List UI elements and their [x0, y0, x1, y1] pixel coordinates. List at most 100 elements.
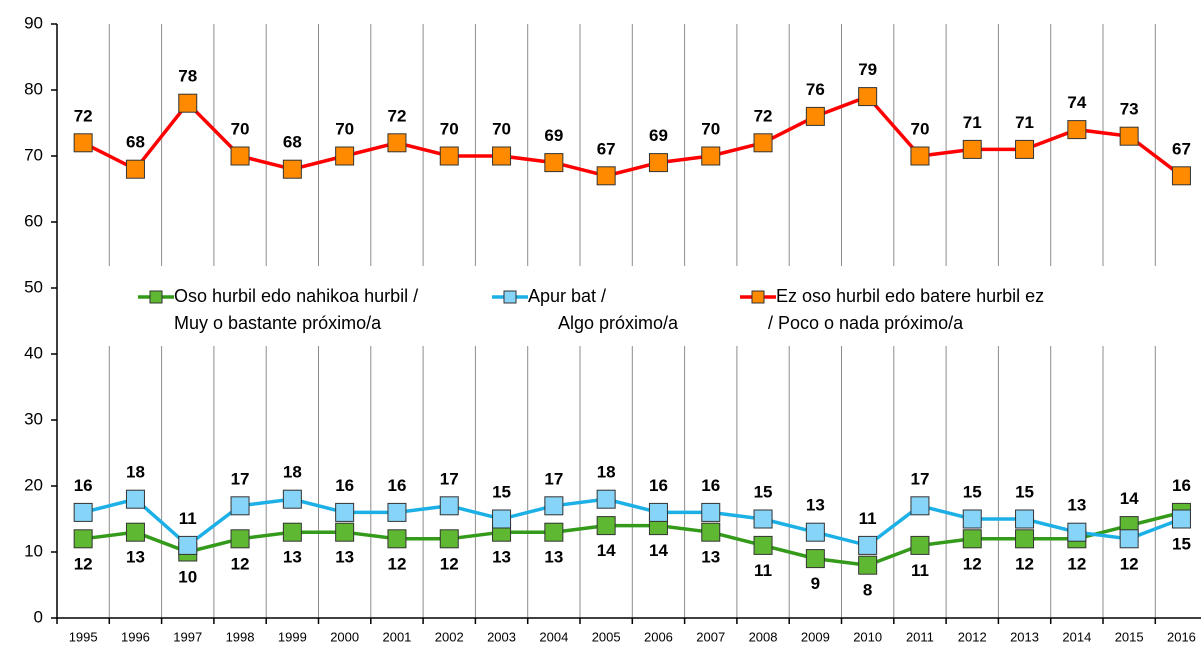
data-label: 73	[1120, 100, 1139, 119]
data-label: 17	[440, 469, 459, 488]
data-label: 13	[126, 548, 145, 567]
marker	[805, 549, 825, 569]
data-label: 13	[492, 548, 511, 567]
y-tick-label: 60	[24, 211, 43, 230]
data-label: 15	[492, 482, 511, 501]
marker	[335, 522, 355, 542]
data-label: 16	[335, 476, 354, 495]
x-tick-label: 1997	[173, 629, 202, 644]
legend-box	[108, 266, 1201, 346]
data-label: 17	[544, 469, 563, 488]
legend-label: / Poco o nada próximo/a	[768, 313, 964, 333]
data-label: 70	[701, 119, 720, 138]
y-tick-label: 20	[24, 475, 43, 494]
data-label: 18	[126, 463, 145, 482]
marker	[73, 133, 93, 153]
data-label: 11	[859, 509, 877, 528]
data-label: 70	[910, 119, 929, 138]
x-tick-label: 2008	[749, 629, 778, 644]
x-tick-label: 2011	[906, 629, 934, 644]
marker	[910, 146, 930, 166]
marker	[125, 522, 145, 542]
marker	[858, 555, 878, 575]
y-tick-label: 50	[24, 277, 43, 296]
data-label: 13	[283, 548, 302, 567]
legend-label: Muy o bastante próximo/a	[174, 313, 382, 333]
data-label: 17	[231, 469, 250, 488]
data-label: 15	[1015, 482, 1034, 501]
data-label: 12	[1120, 554, 1139, 573]
marker	[125, 489, 145, 509]
marker	[544, 153, 564, 173]
data-label: 12	[387, 554, 406, 573]
marker	[753, 509, 773, 529]
data-label: 16	[387, 476, 406, 495]
data-label: 12	[963, 554, 982, 573]
marker	[387, 529, 407, 549]
marker	[596, 166, 616, 186]
marker	[1067, 522, 1087, 542]
y-tick-label: 40	[24, 343, 43, 362]
marker	[962, 139, 982, 159]
data-label: 69	[649, 126, 668, 145]
data-label: 15	[1172, 534, 1191, 553]
data-label: 18	[597, 463, 616, 482]
data-label: 71	[963, 113, 982, 132]
data-label: 67	[597, 139, 616, 158]
marker	[701, 522, 721, 542]
data-label: 8	[863, 581, 872, 600]
marker	[753, 535, 773, 555]
data-label: 16	[701, 476, 720, 495]
data-label: 72	[387, 106, 406, 125]
legend-label: Apur bat /	[528, 286, 606, 306]
data-label: 16	[1172, 476, 1191, 495]
x-tick-label: 1999	[278, 629, 307, 644]
data-label: 72	[74, 106, 93, 125]
x-tick-label: 2003	[487, 629, 516, 644]
marker	[335, 146, 355, 166]
marker	[230, 146, 250, 166]
data-label: 12	[74, 554, 93, 573]
marker	[910, 496, 930, 516]
legend-label: Ez oso hurbil edo batere hurbil ez	[776, 286, 1044, 306]
data-label: 13	[806, 496, 825, 515]
x-tick-label: 2014	[1062, 629, 1091, 644]
data-label: 15	[963, 482, 982, 501]
marker	[1015, 139, 1035, 159]
marker	[178, 535, 198, 555]
marker	[1171, 509, 1191, 529]
x-tick-label: 2002	[435, 629, 464, 644]
data-label: 15	[754, 482, 773, 501]
marker	[753, 133, 773, 153]
data-label: 12	[1067, 554, 1086, 573]
marker	[596, 489, 616, 509]
marker	[701, 502, 721, 522]
x-tick-label: 2010	[853, 629, 882, 644]
x-tick-label: 2015	[1115, 629, 1144, 644]
marker	[1015, 509, 1035, 529]
data-label: 13	[1067, 496, 1086, 515]
data-label: 14	[649, 541, 668, 560]
x-tick-label: 2016	[1167, 629, 1196, 644]
y-tick-label: 10	[24, 541, 43, 560]
x-tick-label: 2006	[644, 629, 673, 644]
marker	[805, 106, 825, 126]
marker	[1015, 529, 1035, 549]
marker	[73, 529, 93, 549]
marker	[962, 529, 982, 549]
data-label: 69	[544, 126, 563, 145]
legend-marker	[503, 290, 517, 304]
marker	[282, 489, 302, 509]
marker	[387, 133, 407, 153]
series-line	[82, 497, 1183, 548]
marker	[962, 509, 982, 529]
legend-marker	[751, 290, 765, 304]
data-label: 67	[1172, 139, 1191, 158]
x-tick-label: 2013	[1010, 629, 1039, 644]
data-label: 70	[231, 119, 250, 138]
marker	[858, 535, 878, 555]
data-label: 76	[806, 80, 825, 99]
marker	[1067, 120, 1087, 140]
legend-label: Oso hurbil edo nahikoa hurbil /	[174, 286, 418, 306]
x-tick-label: 2000	[330, 629, 359, 644]
